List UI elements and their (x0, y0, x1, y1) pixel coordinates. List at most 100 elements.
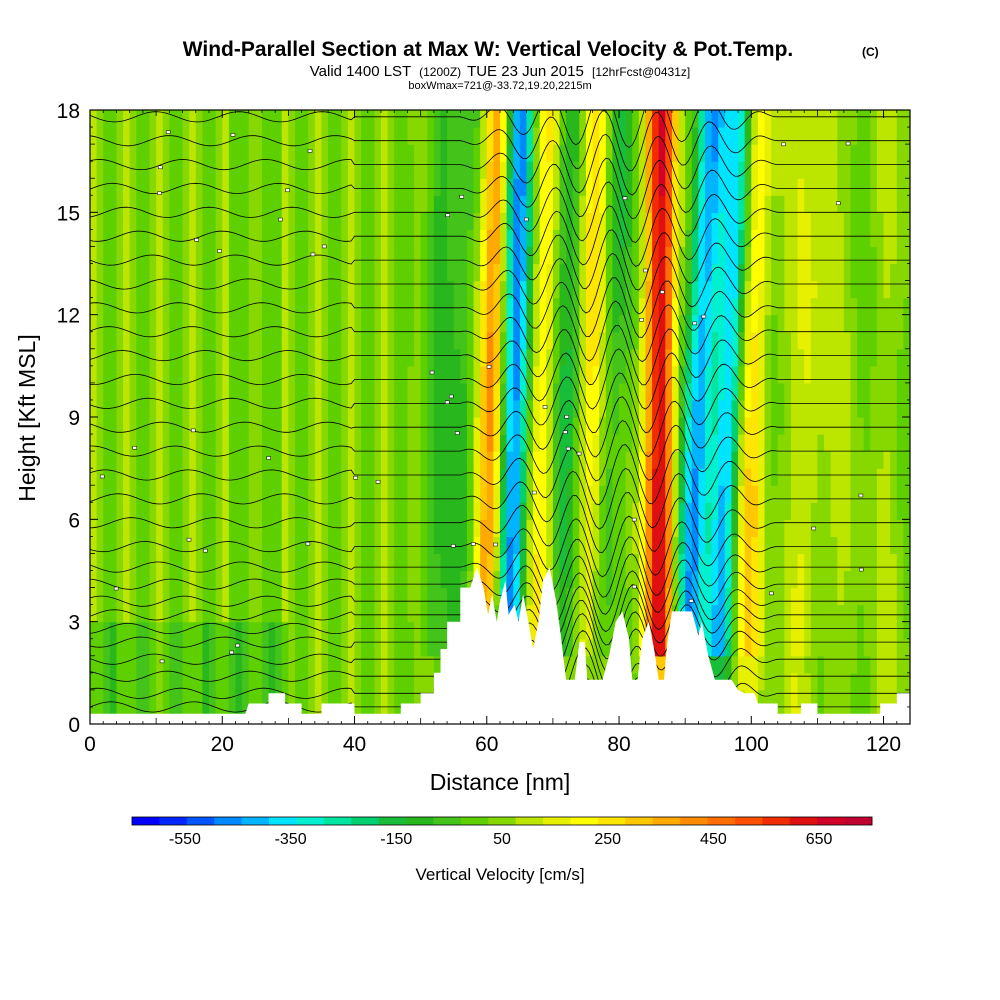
velocity-cell (380, 417, 389, 435)
velocity-cell (744, 672, 752, 691)
velocity-cell (215, 144, 223, 162)
velocity-cell (638, 536, 647, 555)
velocity-cell (896, 502, 904, 520)
velocity-cell (890, 314, 898, 333)
velocity-cell (731, 399, 739, 418)
velocity-cell (281, 434, 289, 452)
velocity-cell (691, 144, 699, 162)
velocity-cell (837, 536, 845, 555)
velocity-cell (533, 382, 541, 401)
velocity-cell (460, 519, 468, 537)
velocity-cell (790, 485, 799, 503)
velocity-cell (162, 519, 170, 537)
velocity-cell (341, 314, 349, 333)
velocity-cell (579, 434, 587, 452)
velocity-cell (837, 178, 845, 196)
velocity-cell (374, 195, 382, 213)
velocity-cell (810, 399, 819, 418)
velocity-cell (533, 399, 541, 418)
velocity-cell (619, 195, 627, 213)
velocity-cell (883, 689, 891, 708)
velocity-cell (347, 314, 356, 333)
velocity-cell (374, 621, 382, 640)
velocity-cell (566, 365, 574, 384)
velocity-cell (255, 365, 263, 384)
velocity-cell (658, 570, 666, 589)
velocity-cell (777, 519, 785, 537)
velocity-cell (248, 399, 256, 418)
velocity-cell (447, 314, 455, 333)
velocity-cell (149, 451, 157, 469)
velocity-cell (638, 399, 647, 418)
velocity-cell (460, 297, 468, 316)
velocity-cell (169, 161, 177, 179)
velocity-cell (559, 195, 567, 213)
velocity-cell (539, 195, 547, 213)
velocity-cell (308, 451, 316, 469)
velocity-cell (447, 127, 455, 145)
velocity-cell (460, 451, 468, 469)
velocity-cell (281, 263, 289, 282)
velocity-cell (539, 536, 547, 555)
velocity-cell (281, 399, 289, 418)
velocity-cell (890, 417, 898, 435)
velocity-cell (698, 331, 706, 350)
velocity-cell (837, 161, 845, 179)
velocity-cell (308, 331, 316, 350)
velocity-cell (751, 502, 759, 520)
velocity-cell (883, 314, 891, 333)
velocity-cell (321, 212, 329, 230)
velocity-cell (685, 519, 693, 537)
velocity-cell (652, 434, 660, 452)
velocity-cell (255, 229, 263, 248)
velocity-cell (420, 110, 428, 128)
velocity-cell (414, 417, 422, 435)
velocity-cell (506, 365, 514, 384)
velocity-cell (625, 485, 633, 503)
velocity-cell (777, 331, 785, 350)
velocity-cell (222, 536, 230, 555)
velocity-cell (414, 348, 422, 367)
velocity-cell (625, 263, 633, 282)
velocity-cell (718, 195, 726, 213)
velocity-cell (804, 502, 812, 520)
velocity-cell (876, 621, 885, 640)
velocity-cell (572, 331, 580, 350)
velocity-cell (804, 178, 812, 196)
velocity-cell (678, 536, 686, 555)
velocity-cell (876, 553, 885, 572)
velocity-cell (90, 519, 98, 537)
velocity-cell (876, 655, 885, 674)
velocity-cell (744, 553, 752, 572)
velocity-cell (731, 655, 739, 674)
velocity-cell (771, 399, 779, 418)
velocity-cell (447, 280, 455, 299)
velocity-cell (361, 297, 369, 316)
velocity-cell (202, 314, 210, 333)
velocity-cell (235, 502, 243, 520)
velocity-cell (281, 161, 289, 179)
velocity-cell (255, 212, 263, 230)
velocity-cell (169, 263, 177, 282)
velocity-cell (810, 195, 819, 213)
velocity-cell (341, 280, 349, 299)
velocity-cell (493, 110, 501, 128)
velocity-cell (519, 127, 528, 145)
velocity-cell (810, 348, 819, 367)
velocity-cell (96, 110, 104, 128)
velocity-cell (202, 553, 210, 572)
velocity-cell (777, 263, 785, 282)
velocity-cell (903, 638, 910, 657)
x-tick-label: 60 (475, 733, 498, 756)
velocity-cell (321, 672, 329, 691)
velocity-cell (103, 178, 111, 196)
velocity-cell (142, 263, 151, 282)
velocity-cell (215, 178, 223, 196)
velocity-cell (784, 417, 792, 435)
velocity-cell (261, 468, 270, 486)
velocity-cell (903, 434, 910, 452)
velocity-cell (109, 178, 118, 196)
colorbar-label: Vertical Velocity [cm/s] (415, 865, 584, 884)
wind-marker (493, 542, 498, 547)
velocity-cell (169, 638, 177, 657)
